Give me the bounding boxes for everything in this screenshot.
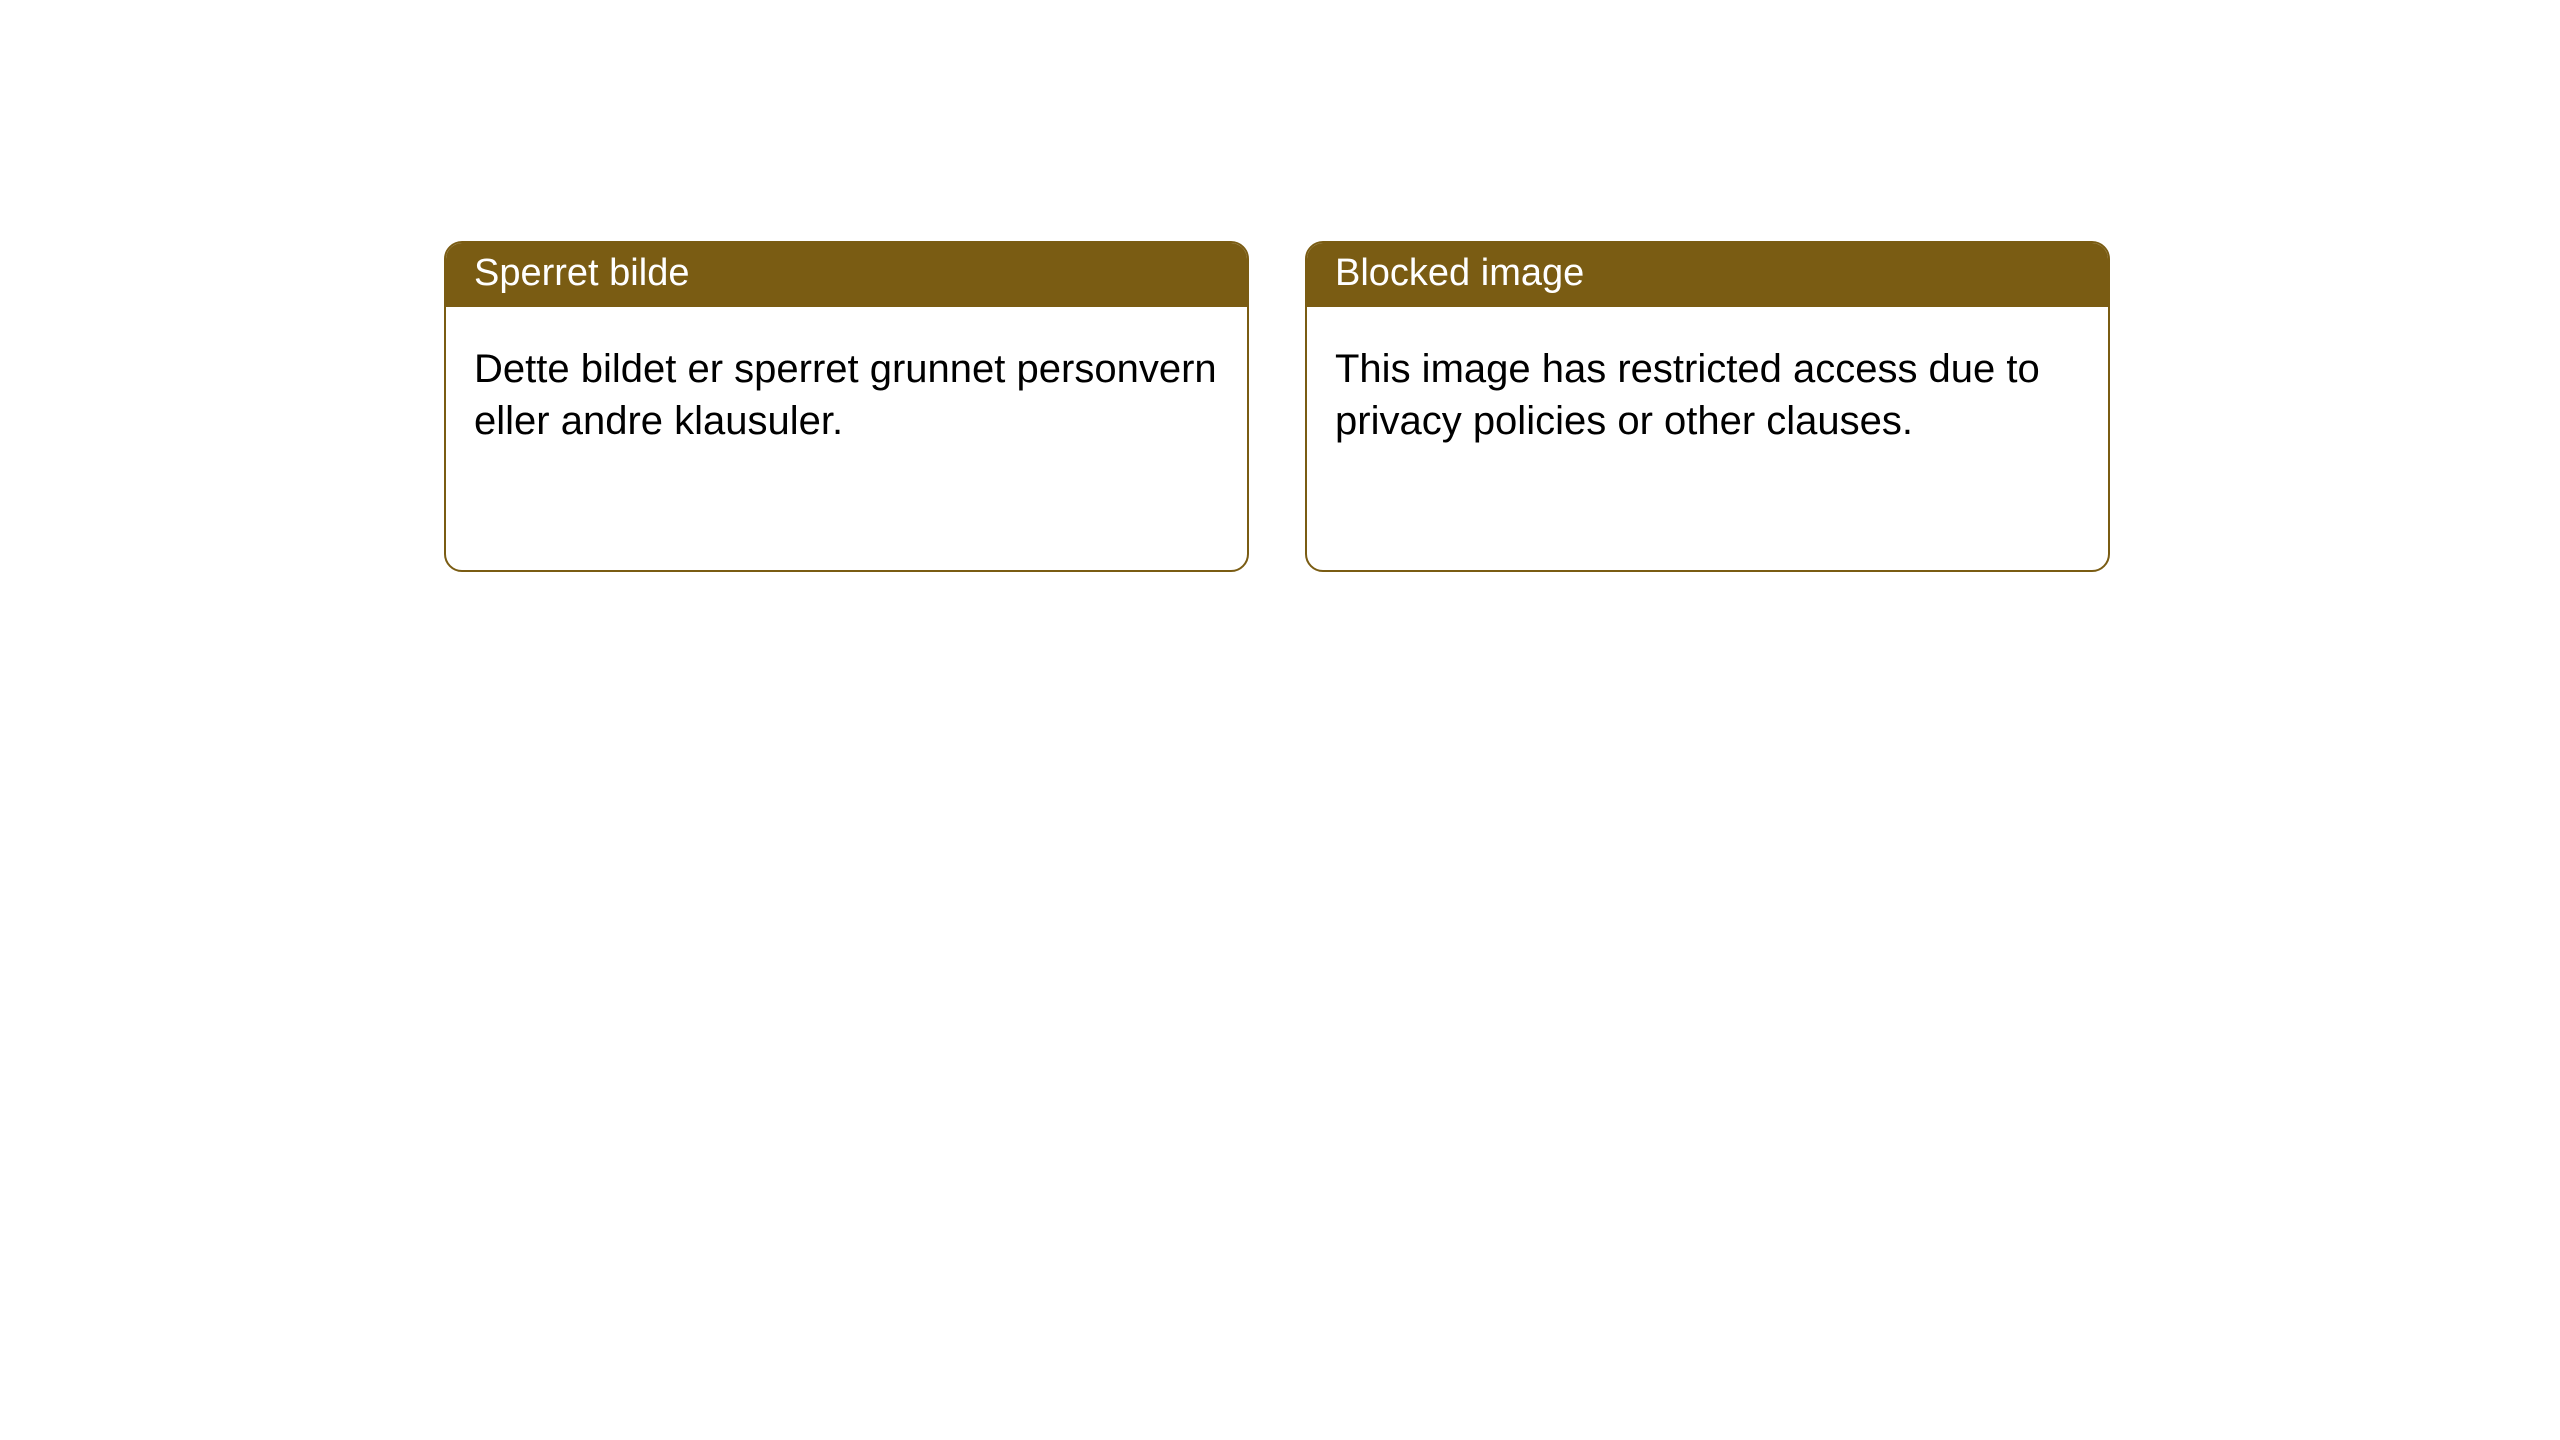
card-title-norwegian: Sperret bilde [446, 243, 1247, 307]
blocked-image-card-norwegian: Sperret bilde Dette bildet er sperret gr… [444, 241, 1249, 572]
notice-container: Sperret bilde Dette bildet er sperret gr… [0, 0, 2560, 572]
blocked-image-card-english: Blocked image This image has restricted … [1305, 241, 2110, 572]
card-title-english: Blocked image [1307, 243, 2108, 307]
card-body-english: This image has restricted access due to … [1307, 307, 2108, 483]
card-body-norwegian: Dette bildet er sperret grunnet personve… [446, 307, 1247, 483]
